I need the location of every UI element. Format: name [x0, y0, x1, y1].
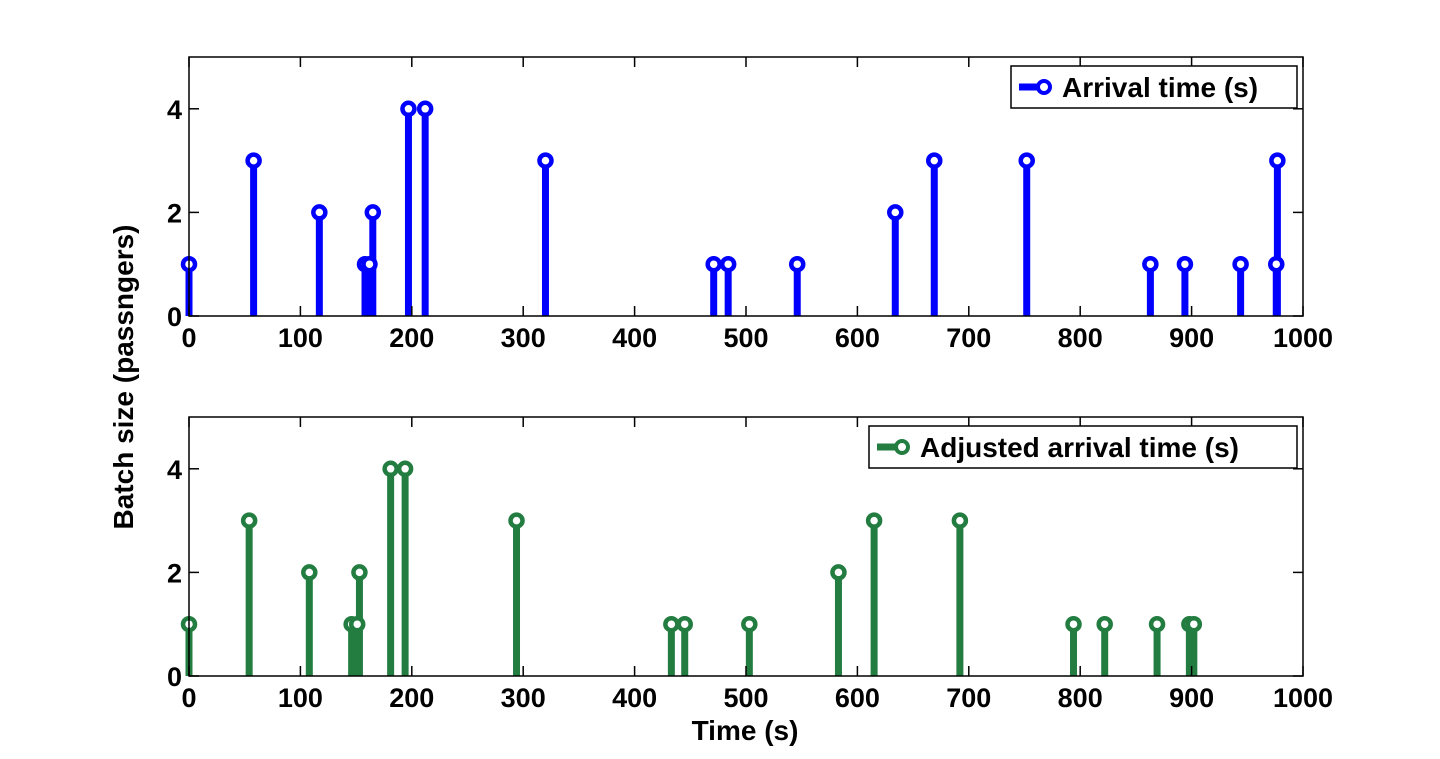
- stem-marker: [508, 512, 525, 529]
- stem-marker: [301, 564, 318, 581]
- arrival-time-subplot: 0 100 200 300 400 500 600 700 800 900 1000 0 2 4 Arri…: [167, 56, 1333, 353]
- adjusted-legend: Adjusted arrival time (s): [868, 425, 1298, 469]
- stem-marker: [1148, 615, 1166, 633]
- x-tick-label: 900: [1169, 683, 1214, 713]
- x-tick-label: 800: [1058, 683, 1103, 713]
- stem-marker: [311, 204, 328, 221]
- adjusted-arrival-time-subplot: 0 100 200 300 400 500 600 700 800 900 1000 0 2 4 Adju…: [167, 416, 1333, 746]
- stem-marker: [1176, 255, 1194, 273]
- adjusted-legend-box: [868, 425, 1298, 469]
- stem-marker: [364, 204, 382, 221]
- y-tick-label: 4: [167, 455, 182, 485]
- x-tick-label: 700: [946, 323, 991, 353]
- adjusted-legend-marker: [894, 439, 910, 455]
- x-tick-label: 400: [612, 683, 657, 713]
- stem-marker: [416, 100, 434, 118]
- x-axis-label: Time (s): [692, 715, 799, 746]
- y-tick-label: 2: [167, 558, 182, 588]
- stem-marker: [788, 255, 806, 273]
- y-tick-label: 0: [167, 662, 182, 692]
- stem-marker: [382, 460, 399, 478]
- x-tick-label: 600: [835, 323, 880, 353]
- y-tick-label: 2: [167, 198, 182, 228]
- x-tick-label: 0: [181, 323, 196, 353]
- x-tick-label: 500: [723, 683, 768, 713]
- arrival-legend-label: Arrival time (s): [1062, 72, 1258, 103]
- stem-marker: [926, 152, 943, 169]
- stem-marker: [396, 460, 414, 478]
- x-tick-label: 600: [835, 683, 880, 713]
- x-tick-label: 1000: [1273, 323, 1333, 353]
- stem-marker: [663, 615, 680, 633]
- stem-marker: [1232, 255, 1249, 273]
- stem-marker: [705, 255, 722, 273]
- adjusted-ticks: 0 100 200 300 400 500 600 700 800 900 1000 0 2 4: [167, 417, 1333, 713]
- x-tick-label: 1000: [1273, 683, 1333, 713]
- x-tick-label: 300: [501, 683, 546, 713]
- x-tick-label: 800: [1058, 323, 1103, 353]
- stem-marker: [887, 204, 904, 221]
- stem-marker: [348, 615, 366, 633]
- stem-marker: [741, 615, 758, 633]
- x-tick-label: 0: [181, 683, 196, 713]
- stem-marker: [1185, 615, 1203, 633]
- x-tick-label: 400: [612, 323, 657, 353]
- x-tick-label: 300: [501, 323, 546, 353]
- y-axis-label: Batch size (passngers): [108, 225, 139, 530]
- stem-marker: [1268, 255, 1285, 273]
- arrival-legend-marker: [1036, 79, 1052, 95]
- stem-marker: [719, 255, 737, 273]
- arrival-ticks: 0 100 200 300 400 500 600 700 800 900 1000 0 2 4: [167, 57, 1333, 353]
- stem-marker: [830, 564, 847, 581]
- stem-marker: [1065, 615, 1082, 633]
- stem-marker: [1096, 615, 1113, 633]
- stem-marker: [1142, 255, 1159, 273]
- stem-marker: [537, 152, 554, 169]
- stem-marker: [865, 512, 883, 529]
- y-tick-label: 4: [167, 95, 182, 125]
- stem-marker: [361, 255, 378, 273]
- stem-marker: [1269, 152, 1286, 169]
- stem-marker: [245, 152, 262, 169]
- stem-marker: [240, 512, 258, 529]
- stem-marker: [951, 512, 969, 529]
- stem-marker: [351, 564, 368, 581]
- stem-marker: [1018, 152, 1035, 169]
- x-tick-label: 100: [278, 683, 323, 713]
- stem-marker: [400, 100, 417, 118]
- y-tick-label: 0: [167, 302, 182, 332]
- x-tick-label: 200: [389, 683, 434, 713]
- adjusted-legend-label: Adjusted arrival time (s): [920, 432, 1239, 463]
- arrival-legend: Arrival time (s): [1010, 65, 1298, 109]
- x-tick-label: 200: [389, 323, 434, 353]
- x-tick-label: 700: [946, 683, 991, 713]
- adjusted-stems: [180, 460, 1203, 676]
- x-tick-label: 900: [1169, 323, 1214, 353]
- x-tick-label: 100: [278, 323, 323, 353]
- arrival-legend-box: [1010, 65, 1298, 109]
- stem-marker: [676, 615, 693, 633]
- x-tick-label: 500: [723, 323, 768, 353]
